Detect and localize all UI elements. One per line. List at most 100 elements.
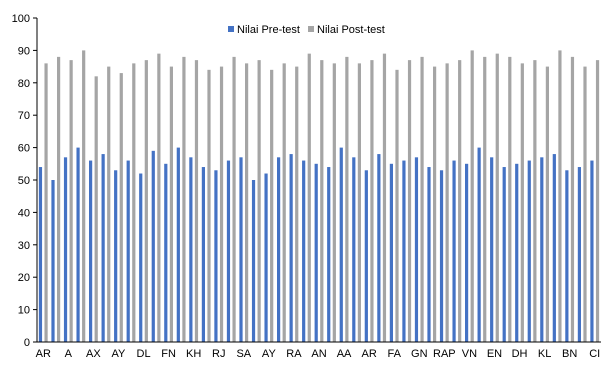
- bar-post-test: [570, 56, 575, 342]
- bar-pre-test: [465, 163, 469, 342]
- bar-post-test: [445, 63, 449, 343]
- y-tick-label: 30: [18, 240, 30, 252]
- legend-swatch-post-test: [308, 26, 314, 32]
- bar-pre-test: [565, 170, 569, 342]
- x-tick-label: VN: [462, 348, 477, 360]
- bar-pre-test: [189, 157, 193, 342]
- bar-post-test: [382, 53, 387, 342]
- x-tick-label: EN: [487, 348, 502, 360]
- y-tick-label: 50: [18, 175, 30, 187]
- bar-post-test: [345, 56, 349, 342]
- bar-pre-test: [515, 163, 519, 342]
- bar-pre-test: [527, 160, 531, 342]
- bar-pre-test: [38, 167, 43, 342]
- x-tick-label: AY: [112, 348, 127, 360]
- bar-post-test: [433, 66, 437, 342]
- x-tick-label: RJ: [212, 348, 225, 360]
- bar-post-test: [458, 60, 462, 343]
- bar-pre-test: [364, 170, 368, 342]
- bar-post-test: [94, 76, 98, 342]
- bar-post-test: [44, 63, 48, 343]
- bar-pre-test: [302, 160, 306, 342]
- bar-post-test: [483, 56, 487, 342]
- legend: Nilai Pre-test Nilai Post-test: [228, 24, 385, 36]
- bar-post-test: [533, 60, 537, 343]
- bar-post-test: [144, 60, 148, 343]
- y-tick-label: 70: [18, 110, 30, 122]
- bar-pre-test: [126, 160, 130, 342]
- bar-post-test: [182, 56, 186, 342]
- x-tick-label: GN: [411, 348, 428, 360]
- y-tick-label: 40: [18, 207, 30, 219]
- y-tick-label: 0: [24, 337, 30, 349]
- x-tick-label: KL: [538, 348, 551, 360]
- bar-post-test: [245, 63, 249, 343]
- bar-pre-test: [176, 147, 180, 342]
- bar-pre-test: [251, 180, 256, 342]
- bar-pre-test: [239, 157, 243, 342]
- bar-pre-test: [352, 157, 356, 342]
- bar-post-test: [282, 63, 286, 343]
- bar-pre-test: [314, 163, 318, 342]
- x-tick-label: FN: [161, 348, 176, 360]
- bar-pre-test: [402, 160, 406, 342]
- x-axis: AR A AX AY DL FN KH RJ SA AY RA AN AA AR FA GN RAP VN EN DH…: [36, 341, 601, 360]
- bar-post-test: [194, 60, 199, 343]
- x-tick-label: RAP: [433, 348, 456, 360]
- bar-post-test: [119, 73, 123, 342]
- bar-pre-test: [114, 170, 118, 342]
- x-tick-label: AA: [337, 348, 352, 360]
- x-tick-label: AX: [86, 348, 101, 360]
- bar-post-test: [270, 69, 274, 342]
- bar-post-test: [157, 53, 161, 342]
- bar-post-test: [545, 66, 549, 342]
- bar-post-test: [307, 53, 311, 342]
- x-tick-label: KH: [186, 348, 201, 360]
- bar-post-test: [357, 63, 361, 343]
- bar-pre-test: [264, 173, 268, 342]
- x-tick-label: DL: [137, 348, 151, 360]
- bar-pre-test: [427, 167, 431, 342]
- bar-pre-test: [477, 147, 481, 342]
- y-tick-label: 10: [18, 305, 30, 317]
- bar-pre-test: [502, 167, 506, 342]
- bar-pre-test: [339, 147, 343, 342]
- x-tick-label: A: [65, 348, 73, 360]
- bar-pre-test: [151, 150, 155, 342]
- bar-post-test: [207, 69, 211, 342]
- y-tick-label: 20: [18, 272, 30, 284]
- y-tick-label: 90: [18, 45, 30, 57]
- bar-pre-test: [289, 154, 293, 342]
- bar-pre-test: [164, 163, 168, 342]
- bar-post-test: [420, 56, 424, 342]
- bar-post-test: [508, 56, 512, 342]
- bar-pre-test: [76, 147, 80, 342]
- y-tick-label: 80: [18, 78, 30, 90]
- x-tick-label: DH: [512, 348, 528, 360]
- x-tick-label: CI: [589, 348, 600, 360]
- y-tick-label: 60: [18, 143, 30, 155]
- y-tick-label: 100: [12, 13, 30, 25]
- y-axis: 0 10 20 30 40 50 60 70 80 90 100: [12, 13, 38, 349]
- bar-post-test: [370, 60, 374, 343]
- x-tick-label: AY: [262, 348, 277, 360]
- bar-pre-test: [439, 170, 444, 342]
- bar-post-test: [82, 50, 86, 343]
- bar-post-test: [520, 63, 524, 343]
- bar-post-test: [295, 66, 299, 342]
- bars: [38, 50, 600, 343]
- legend-swatch-pre-test: [228, 26, 234, 32]
- x-tick-label: SA: [236, 348, 251, 360]
- bar-post-test: [595, 60, 600, 343]
- bar-post-test: [395, 69, 399, 342]
- x-tick-label: AN: [311, 348, 326, 360]
- bar-pre-test: [89, 160, 93, 342]
- bar-post-test: [495, 53, 499, 342]
- x-tick-label: FA: [387, 348, 401, 360]
- bar-post-test: [320, 60, 324, 343]
- bar-pre-test: [214, 170, 218, 342]
- legend-label-post-test: Nilai Post-test: [317, 24, 385, 36]
- bar-pre-test: [414, 157, 419, 342]
